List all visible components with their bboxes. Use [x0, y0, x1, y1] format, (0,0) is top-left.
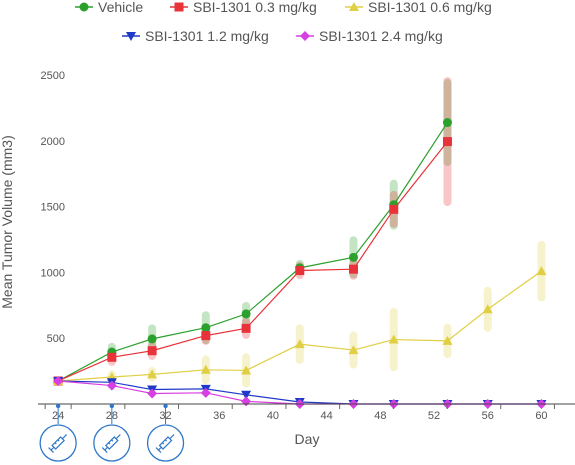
legend-label: SBI-1301 2.4 mg/kg: [319, 28, 443, 44]
legend[interactable]: Vehicle SBI-1301 0.3 mg/kg SBI-1301 0.6 mg…: [75, 0, 492, 44]
x-axis-title: Day: [295, 431, 320, 447]
data-point[interactable]: [348, 264, 358, 274]
legend-marker[interactable]: [300, 31, 310, 41]
x-tick-label: 44: [321, 410, 333, 422]
y-tick-label: 2500: [41, 70, 65, 82]
dosing-day-dot: [109, 403, 115, 409]
legend-label: Vehicle: [98, 0, 143, 15]
error-bars: [107, 77, 546, 388]
data-point[interactable]: [388, 334, 399, 344]
data-point[interactable]: [200, 387, 211, 398]
x-tick-label: 52: [428, 410, 440, 422]
y-tick-label: 1000: [41, 267, 65, 279]
x-tick-label: 36: [213, 410, 225, 422]
data-point[interactable]: [536, 266, 547, 276]
data-point[interactable]: [348, 252, 358, 262]
data-point[interactable]: [147, 334, 157, 344]
data-point[interactable]: [147, 346, 157, 356]
data-point[interactable]: [147, 388, 158, 399]
series-line: [57, 122, 448, 382]
data-point[interactable]: [53, 375, 64, 386]
data-point[interactable]: [482, 304, 493, 314]
x-tick-label: 60: [535, 410, 547, 422]
data-point[interactable]: [201, 323, 211, 333]
syringe-icon: [146, 424, 185, 462]
legend-marker[interactable]: [79, 2, 89, 12]
legend-marker[interactable]: [126, 32, 136, 41]
y-axis-ticks: 500 1000 1500 2000 2500: [41, 70, 65, 345]
data-point[interactable]: [442, 335, 453, 345]
y-tick-label: 1500: [41, 202, 65, 214]
x-tick-label: 40: [267, 410, 279, 422]
dosing-day-dot: [163, 403, 168, 409]
legend-item[interactable]: SBI-1301 2.4 mg/kg: [296, 28, 443, 44]
x-tick-label: 48: [374, 410, 386, 422]
series-line: [57, 141, 448, 382]
legend-marker[interactable]: [174, 2, 184, 12]
data-point[interactable]: [241, 309, 251, 319]
data-point[interactable]: [241, 323, 251, 333]
series-markers: [53, 118, 547, 409]
dosing-markers: [39, 403, 185, 462]
data-point[interactable]: [147, 369, 158, 379]
data-point[interactable]: [200, 364, 211, 374]
data-point[interactable]: [389, 204, 399, 214]
data-point[interactable]: [348, 345, 359, 355]
legend-item[interactable]: SBI-1301 1.2 mg/kg: [122, 28, 269, 44]
x-tick-label: 56: [482, 410, 494, 422]
data-point[interactable]: [241, 390, 252, 400]
legend-item[interactable]: Vehicle: [75, 0, 143, 15]
data-point[interactable]: [442, 118, 452, 128]
syringe-icon: [93, 424, 131, 462]
data-point[interactable]: [107, 352, 117, 362]
x-axis-ticks: 24 28 32 36 40 44 48 52 56 60: [44, 404, 555, 422]
data-point[interactable]: [241, 396, 252, 407]
legend-item[interactable]: SBI-1301 0.6 mg/kg: [345, 0, 492, 15]
data-point[interactable]: [241, 365, 252, 375]
syringe-icon: [39, 424, 77, 462]
y-tick-label: 500: [47, 333, 65, 345]
data-point[interactable]: [295, 265, 305, 275]
data-point[interactable]: [294, 339, 305, 349]
dosing-day-dot: [55, 403, 61, 409]
data-point[interactable]: [106, 380, 117, 391]
data-point[interactable]: [442, 137, 452, 147]
legend-label: SBI-1301 0.3 mg/kg: [193, 0, 317, 15]
y-tick-label: 2000: [41, 136, 65, 148]
data-point[interactable]: [201, 331, 211, 341]
legend-label: SBI-1301 1.2 mg/kg: [145, 28, 269, 44]
legend-item[interactable]: SBI-1301 0.3 mg/kg: [170, 0, 317, 15]
y-axis-title: Mean Tumor Volume (mm3): [0, 135, 15, 309]
legend-label: SBI-1301 0.6 mg/kg: [368, 0, 492, 15]
legend-marker[interactable]: [349, 2, 359, 11]
